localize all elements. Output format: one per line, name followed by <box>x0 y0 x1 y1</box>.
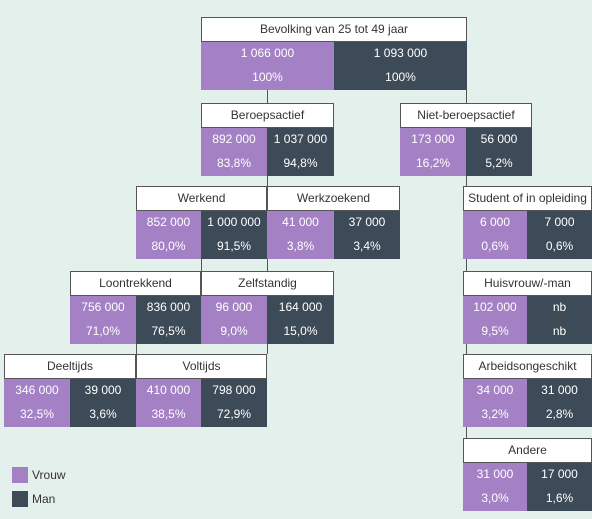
value-cell: 56 000 <box>466 128 532 152</box>
value-cell: 852 000 <box>136 211 201 235</box>
tree-node: Huisvrouw/-man 102 000 nb 9,5% nb <box>463 271 592 344</box>
tree-node: Bevolking van 25 tot 49 jaar 1 066 000 1 0… <box>201 17 467 90</box>
value-cell: 3,4% <box>334 235 400 259</box>
connector <box>136 343 137 354</box>
value-cell: 410 000 <box>136 379 201 403</box>
value-cell: 892 000 <box>201 128 267 152</box>
value-cell: 83,8% <box>201 152 267 176</box>
tree-node: Student of in opleiding 6 000 7 000 0,6% 0,6… <box>463 186 592 259</box>
node-label: Niet-beroepsactief <box>400 103 532 128</box>
value-cell: 6 000 <box>463 211 527 235</box>
value-cell: 80,0% <box>136 235 201 259</box>
value-cell: 31 000 <box>463 463 527 487</box>
value-cell: 0,6% <box>527 235 592 259</box>
value-cell: 836 000 <box>136 296 201 320</box>
tree-node: Werkend 852 000 1 000 000 80,0% 91,5% <box>136 186 267 259</box>
value-cell: 34 000 <box>463 379 527 403</box>
tree-node: Andere 31 000 17 000 3,0% 1,6% <box>463 438 592 511</box>
value-cell: 7 000 <box>527 211 592 235</box>
value-cell: 32,5% <box>4 403 70 427</box>
connector <box>201 258 202 271</box>
value-cell: 164 000 <box>267 296 334 320</box>
tree-node: Zelfstandig 96 000 164 000 9,0% 15,0% <box>201 271 334 344</box>
value-cell: nb <box>527 320 592 344</box>
value-cell: 38,5% <box>136 403 201 427</box>
value-cell: 17 000 <box>527 463 592 487</box>
value-cell: 16,2% <box>400 152 466 176</box>
value-cell: 1 093 000 <box>334 42 467 66</box>
value-cell: 31 000 <box>527 379 592 403</box>
tree-node: Loontrekkend 756 000 836 000 71,0% 76,5% <box>70 271 201 344</box>
value-cell: 39 000 <box>70 379 136 403</box>
legend-swatch <box>12 491 28 507</box>
value-cell: 100% <box>201 66 334 90</box>
value-cell: 9,0% <box>201 320 267 344</box>
value-cell: 3,8% <box>267 235 334 259</box>
value-cell: 1 000 000 <box>201 211 267 235</box>
value-cell: 1,6% <box>527 487 592 511</box>
value-cell: 71,0% <box>70 320 136 344</box>
value-cell: 1 037 000 <box>267 128 334 152</box>
value-cell: 3,2% <box>463 403 527 427</box>
tree-node: Beroepsactief 892 000 1 037 000 83,8% 94,8% <box>201 103 334 176</box>
value-cell: 756 000 <box>70 296 136 320</box>
node-label: Andere <box>463 438 592 463</box>
node-label: Deeltijds <box>4 354 136 379</box>
value-cell: 173 000 <box>400 128 466 152</box>
value-cell: 94,8% <box>267 152 334 176</box>
tree-node: Arbeidsongeschikt 34 000 31 000 3,2% 2,8% <box>463 354 592 427</box>
node-label: Werkzoekend <box>267 186 400 211</box>
value-cell: 102 000 <box>463 296 527 320</box>
value-cell: 346 000 <box>4 379 70 403</box>
value-cell: 1 066 000 <box>201 42 334 66</box>
value-cell: 100% <box>334 66 467 90</box>
node-label: Arbeidsongeschikt <box>463 354 592 379</box>
value-cell: 2,8% <box>527 403 592 427</box>
value-cell: 5,2% <box>466 152 532 176</box>
value-cell: 798 000 <box>201 379 267 403</box>
value-cell: 41 000 <box>267 211 334 235</box>
value-cell: nb <box>527 296 592 320</box>
value-cell: 3,0% <box>463 487 527 511</box>
node-label: Loontrekkend <box>70 271 201 296</box>
legend-label: Vrouw <box>32 468 66 482</box>
legend-swatch <box>12 467 28 483</box>
node-label: Voltijds <box>136 354 267 379</box>
value-cell: 0,6% <box>463 235 527 259</box>
tree-node: Voltijds 410 000 798 000 38,5% 72,9% <box>136 354 267 427</box>
node-label: Beroepsactief <box>201 103 334 128</box>
node-label: Werkend <box>136 186 267 211</box>
value-cell: 15,0% <box>267 320 334 344</box>
legend-label: Man <box>32 492 56 506</box>
tree-node: Werkzoekend 41 000 37 000 3,8% 3,4% <box>267 186 400 259</box>
value-cell: 9,5% <box>463 320 527 344</box>
node-label: Bevolking van 25 tot 49 jaar <box>201 17 467 42</box>
node-label: Student of in opleiding <box>463 186 592 211</box>
value-cell: 76,5% <box>136 320 201 344</box>
connector <box>466 90 467 438</box>
value-cell: 96 000 <box>201 296 267 320</box>
node-label: Huisvrouw/-man <box>463 271 592 296</box>
tree-node: Niet-beroepsactief 173 000 56 000 16,2% 5,2% <box>400 103 532 176</box>
value-cell: 91,5% <box>201 235 267 259</box>
value-cell: 3,6% <box>70 403 136 427</box>
node-label: Zelfstandig <box>201 271 334 296</box>
value-cell: 37 000 <box>334 211 400 235</box>
value-cell: 72,9% <box>201 403 267 427</box>
tree-node: Deeltijds 346 000 39 000 32,5% 3,6% <box>4 354 136 427</box>
